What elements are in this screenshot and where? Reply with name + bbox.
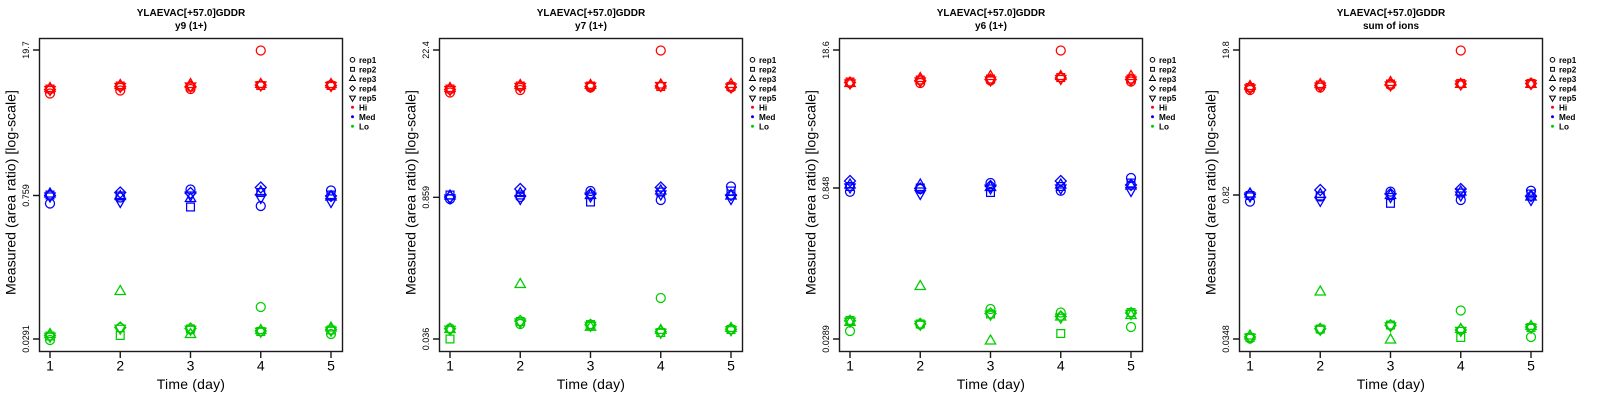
- svg-text:Hi: Hi: [359, 103, 367, 112]
- svg-text:Measured (area ratio) [log-sca: Measured (area ratio) [log-scale]: [1203, 90, 1219, 295]
- svg-text:3: 3: [1387, 358, 1395, 374]
- svg-text:rep5: rep5: [359, 94, 377, 103]
- svg-text:5: 5: [1127, 358, 1135, 374]
- svg-text:rep1: rep1: [1559, 56, 1577, 65]
- svg-text:3: 3: [987, 358, 995, 374]
- svg-text:Med: Med: [759, 113, 775, 122]
- svg-text:Time (day): Time (day): [1357, 376, 1425, 392]
- svg-text:rep1: rep1: [359, 56, 377, 65]
- svg-text:rep3: rep3: [1559, 75, 1577, 84]
- svg-text:rep5: rep5: [1159, 94, 1177, 103]
- svg-text:y7 (1+): y7 (1+): [575, 21, 607, 32]
- svg-text:18.6: 18.6: [821, 41, 831, 59]
- svg-text:Lo: Lo: [1559, 122, 1569, 131]
- svg-text:rep4: rep4: [359, 84, 377, 93]
- svg-text:4: 4: [1457, 358, 1465, 374]
- svg-text:4: 4: [657, 358, 665, 374]
- svg-text:1: 1: [846, 358, 854, 374]
- svg-text:2: 2: [916, 358, 924, 374]
- svg-text:Measured (area ratio) [log-sca: Measured (area ratio) [log-scale]: [803, 90, 819, 295]
- svg-text:Med: Med: [1559, 113, 1575, 122]
- svg-text:y9 (1+): y9 (1+): [175, 21, 207, 32]
- svg-text:rep1: rep1: [759, 56, 777, 65]
- svg-text:Measured (area ratio) [log-sca: Measured (area ratio) [log-scale]: [3, 90, 19, 295]
- svg-text:Lo: Lo: [1159, 122, 1169, 131]
- svg-text:rep2: rep2: [1559, 65, 1577, 74]
- svg-text:Time (day): Time (day): [957, 376, 1025, 392]
- svg-text:22.4: 22.4: [421, 41, 431, 59]
- svg-text:y6 (1+): y6 (1+): [975, 21, 1007, 32]
- svg-text:Hi: Hi: [1159, 103, 1167, 112]
- svg-text:0.848: 0.848: [821, 177, 831, 200]
- svg-text:rep4: rep4: [759, 84, 777, 93]
- svg-text:YLAEVAC[+57.0]GDDR: YLAEVAC[+57.0]GDDR: [1337, 8, 1446, 19]
- svg-text:Hi: Hi: [759, 103, 767, 112]
- svg-text:rep3: rep3: [759, 75, 777, 84]
- svg-text:1: 1: [46, 358, 54, 374]
- svg-text:rep2: rep2: [1159, 65, 1177, 74]
- svg-text:Lo: Lo: [759, 122, 769, 131]
- svg-text:19.7: 19.7: [21, 41, 31, 59]
- svg-text:Med: Med: [359, 113, 375, 122]
- svg-text:Time (day): Time (day): [557, 376, 625, 392]
- svg-text:2: 2: [116, 358, 124, 374]
- svg-text:3: 3: [587, 358, 595, 374]
- svg-text:5: 5: [727, 358, 735, 374]
- svg-text:0.859: 0.859: [421, 186, 431, 209]
- svg-text:rep5: rep5: [1559, 94, 1577, 103]
- svg-text:rep5: rep5: [759, 94, 777, 103]
- svg-text:Lo: Lo: [359, 122, 369, 131]
- svg-text:2: 2: [516, 358, 524, 374]
- svg-text:Measured (area ratio) [log-sca: Measured (area ratio) [log-scale]: [403, 90, 419, 295]
- svg-text:Med: Med: [1159, 113, 1175, 122]
- svg-text:4: 4: [257, 358, 265, 374]
- svg-text:Time (day): Time (day): [157, 376, 225, 392]
- svg-text:1: 1: [1246, 358, 1254, 374]
- svg-text:0.0348: 0.0348: [1221, 325, 1231, 353]
- svg-text:0.0289: 0.0289: [821, 325, 831, 353]
- svg-text:rep3: rep3: [359, 75, 377, 84]
- svg-text:sum of ions: sum of ions: [1363, 21, 1420, 32]
- svg-text:rep2: rep2: [759, 65, 777, 74]
- svg-text:YLAEVAC[+57.0]GDDR: YLAEVAC[+57.0]GDDR: [937, 8, 1046, 19]
- svg-text:4: 4: [1057, 358, 1065, 374]
- svg-text:rep3: rep3: [1159, 75, 1177, 84]
- svg-text:19.8: 19.8: [1221, 41, 1231, 59]
- svg-text:rep4: rep4: [1159, 84, 1177, 93]
- svg-text:0.759: 0.759: [21, 184, 31, 207]
- svg-text:0.036: 0.036: [421, 328, 431, 351]
- svg-text:2: 2: [1316, 358, 1324, 374]
- svg-text:5: 5: [327, 358, 335, 374]
- svg-text:0.0291: 0.0291: [21, 325, 31, 353]
- svg-text:0.82: 0.82: [1221, 186, 1231, 204]
- svg-text:rep4: rep4: [1559, 84, 1577, 93]
- svg-text:rep1: rep1: [1159, 56, 1177, 65]
- svg-text:3: 3: [187, 358, 195, 374]
- svg-text:YLAEVAC[+57.0]GDDR: YLAEVAC[+57.0]GDDR: [137, 8, 246, 19]
- svg-text:rep2: rep2: [359, 65, 377, 74]
- svg-text:5: 5: [1527, 358, 1535, 374]
- svg-text:1: 1: [446, 358, 454, 374]
- svg-text:Hi: Hi: [1559, 103, 1567, 112]
- svg-text:YLAEVAC[+57.0]GDDR: YLAEVAC[+57.0]GDDR: [537, 8, 646, 19]
